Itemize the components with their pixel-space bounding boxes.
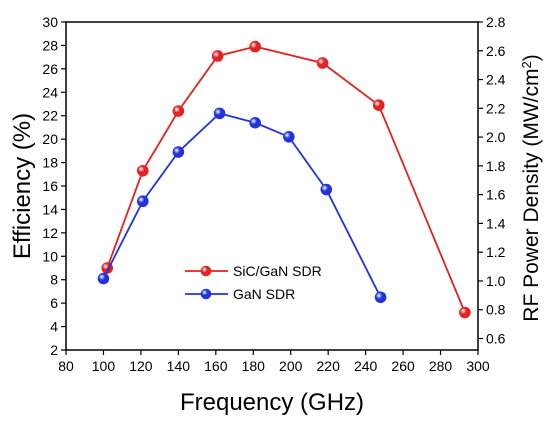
series-line xyxy=(106,45,466,313)
series-1 xyxy=(97,107,387,304)
y-axis-right-title-superscript: 2 xyxy=(519,61,534,68)
x-axis-title: Frequency (GHz) xyxy=(180,389,364,416)
data-point xyxy=(211,50,224,62)
x-tick-label: 300 xyxy=(466,358,490,374)
y-left-tick-label: 6 xyxy=(50,295,58,311)
y-left-tick-label: 4 xyxy=(50,319,58,335)
y-axis-right-title: RF Power Density (MW/cm2) xyxy=(519,54,544,321)
x-tick-label: 100 xyxy=(92,358,116,374)
y-left-tick-label: 8 xyxy=(50,272,58,288)
data-point xyxy=(172,146,185,158)
data-point xyxy=(374,291,387,304)
legend: SiC/GaN SDR GaN SDR xyxy=(185,263,322,302)
ticks-layer: 80 100 120 140 160 180 200 220 240 260 280 30024681… xyxy=(42,14,505,374)
y-left-tick-label: 12 xyxy=(42,225,58,241)
series-layer xyxy=(97,40,471,319)
y-right-tick-label: 2.4 xyxy=(486,72,506,88)
data-point xyxy=(320,183,333,196)
y-left-tick-label: 16 xyxy=(42,178,58,194)
y-left-tick-label: 20 xyxy=(42,131,58,147)
legend-marker-sic-gan xyxy=(200,265,212,277)
data-point xyxy=(249,40,261,53)
data-point xyxy=(136,164,149,177)
data-point xyxy=(213,107,226,120)
y-right-tick-label: 1.2 xyxy=(486,244,506,260)
y-right-tick-label: 2.0 xyxy=(486,129,506,145)
data-point xyxy=(459,306,471,319)
x-tick-label: 280 xyxy=(429,358,453,374)
y-axis-left-title: Efficiency (%) xyxy=(9,113,36,259)
data-point xyxy=(316,57,329,69)
x-tick-label: 240 xyxy=(354,358,378,374)
x-tick-label: 140 xyxy=(167,358,191,374)
x-tick-label: 160 xyxy=(204,358,228,374)
y-right-tick-label: 2.2 xyxy=(486,100,506,116)
x-tick-label: 220 xyxy=(317,358,341,374)
legend-label-sic-gan: SiC/GaN SDR xyxy=(233,263,322,279)
y-right-tick-label: 1.8 xyxy=(486,158,506,174)
series-line xyxy=(102,112,382,298)
y-left-tick-label: 2 xyxy=(50,342,58,358)
y-right-tick-label: 0.8 xyxy=(486,302,506,318)
x-tick-label: 80 xyxy=(58,358,74,374)
y-right-tick-label: 0.6 xyxy=(486,330,506,346)
y-left-tick-label: 10 xyxy=(42,248,58,264)
data-point xyxy=(136,195,149,208)
y-left-tick-label: 30 xyxy=(42,14,58,30)
legend-label-gan: GaN SDR xyxy=(233,286,295,302)
legend-marker-gan xyxy=(200,288,212,300)
y-right-tick-label: 1.6 xyxy=(486,187,506,203)
data-point xyxy=(97,272,110,285)
y-right-tick-label: 1.4 xyxy=(486,215,506,231)
x-tick-label: 200 xyxy=(279,358,303,374)
series-0 xyxy=(101,40,471,319)
y-left-tick-label: 18 xyxy=(42,155,58,171)
data-point xyxy=(372,99,385,111)
x-tick-label: 260 xyxy=(391,358,415,374)
y-left-tick-label: 24 xyxy=(42,84,58,100)
data-point xyxy=(283,131,295,143)
y-right-tick-label: 2.6 xyxy=(486,43,506,59)
x-tick-label: 120 xyxy=(129,358,153,374)
x-tick-label: 180 xyxy=(242,358,266,374)
data-point xyxy=(172,105,185,117)
y-axis-right-title-close: ) xyxy=(520,54,543,61)
data-point xyxy=(249,116,261,129)
y-left-tick-label: 26 xyxy=(42,61,58,77)
y-left-tick-label: 22 xyxy=(42,108,58,124)
y-right-tick-label: 2.8 xyxy=(486,14,506,30)
y-left-tick-label: 28 xyxy=(42,37,58,53)
y-right-tick-label: 1.0 xyxy=(486,273,506,289)
y-axis-right-title-main: RF Power Density (MW/cm xyxy=(520,69,543,322)
y-left-tick-label: 14 xyxy=(42,201,58,217)
